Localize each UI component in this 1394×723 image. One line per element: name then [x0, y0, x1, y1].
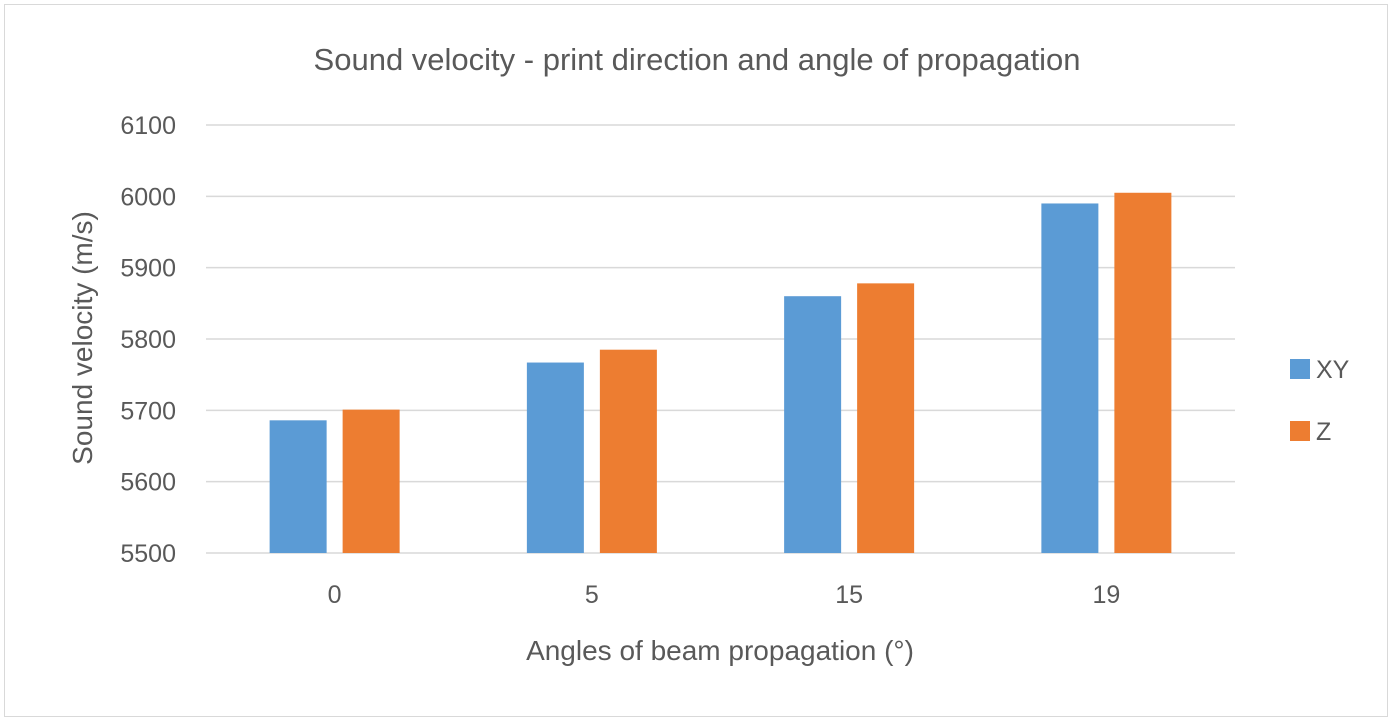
bar-xy-5 — [526, 362, 584, 553]
bar-xy-0 — [269, 420, 327, 553]
y-tick-label: 5800 — [120, 326, 176, 354]
legend-swatch-xy — [1290, 359, 1310, 379]
legend-swatch-z — [1290, 421, 1310, 441]
x-tick-label: 0 — [328, 581, 342, 609]
x-axis-label: Angles of beam propagation (°) — [526, 635, 914, 666]
y-axis-ticks: 5500 5600 5700 5800 5900 6000 6100 — [120, 112, 176, 568]
y-tick-label: 5600 — [120, 469, 176, 497]
bar-xy-15 — [784, 296, 842, 553]
bar-z-19 — [1114, 192, 1172, 553]
x-axis-ticks: 0 5 15 19 — [328, 581, 1121, 609]
bar-z-5 — [599, 349, 657, 553]
y-tick-label: 5500 — [120, 540, 176, 568]
x-tick-label: 19 — [1092, 581, 1120, 609]
bar-xy-19 — [1041, 203, 1099, 553]
y-tick-label: 5700 — [120, 397, 176, 425]
legend-label-xy: XY — [1316, 356, 1350, 384]
y-tick-label: 6100 — [120, 112, 176, 140]
y-axis-label: Sound velocity (m/s) — [67, 211, 98, 465]
x-tick-label: 15 — [835, 581, 863, 609]
bar-z-15 — [857, 283, 915, 553]
chart-title: Sound velocity - print direction and ang… — [314, 42, 1081, 77]
legend-label-z: Z — [1316, 418, 1331, 446]
y-tick-label: 5900 — [120, 255, 176, 283]
bar-z-0 — [342, 409, 400, 553]
y-tick-label: 6000 — [120, 183, 176, 211]
bars — [269, 192, 1172, 553]
x-tick-label: 5 — [585, 581, 599, 609]
legend: XY Z — [1290, 356, 1350, 446]
